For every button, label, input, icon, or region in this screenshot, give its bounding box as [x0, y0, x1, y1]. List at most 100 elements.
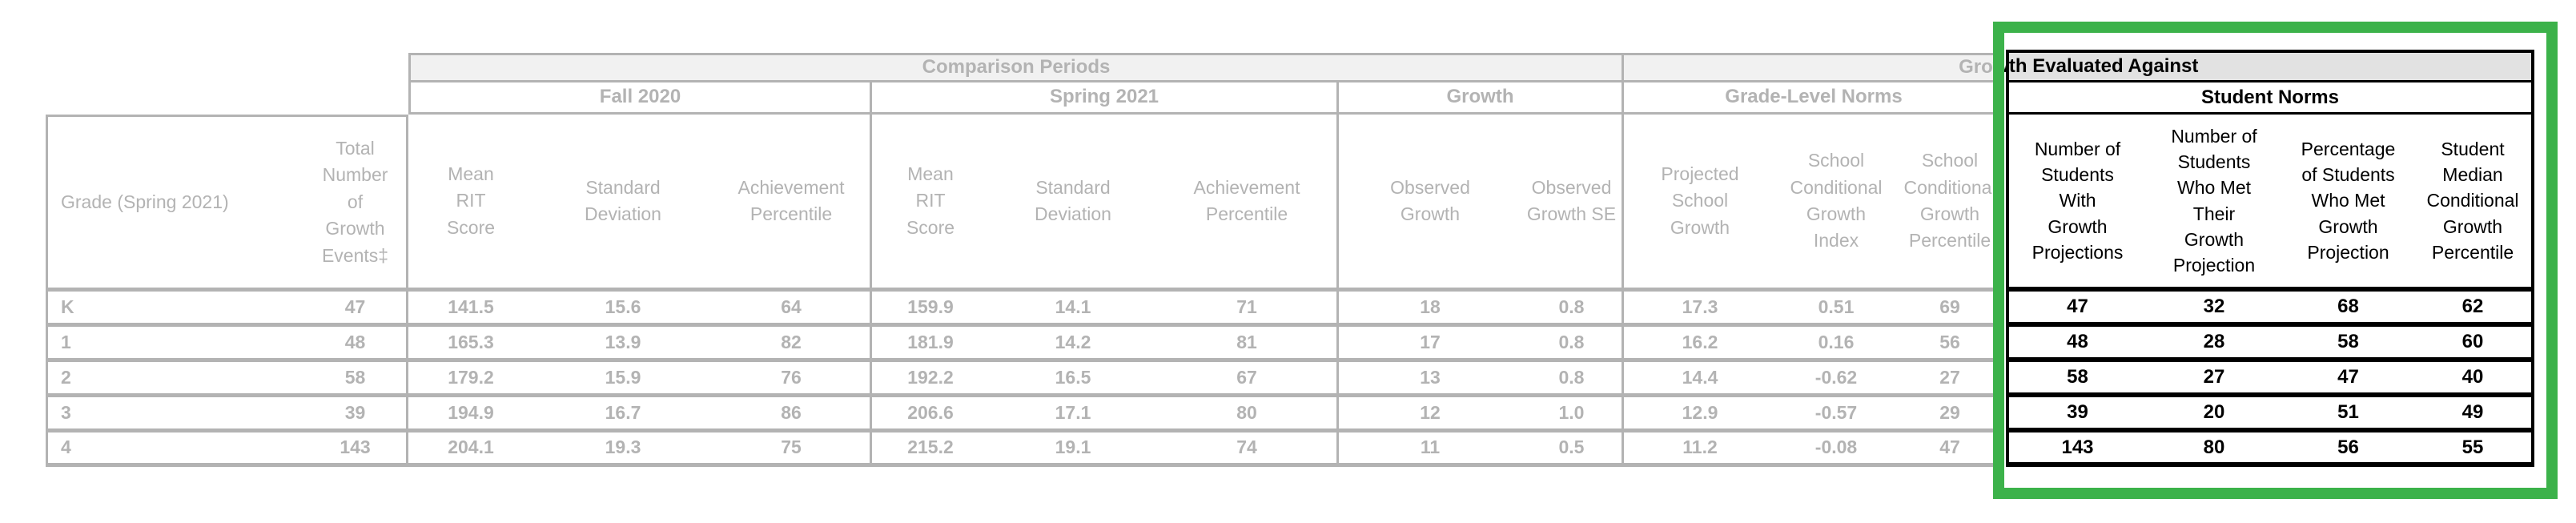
- data-cell: 56: [2282, 432, 2414, 467]
- data-cell: 159.9: [872, 292, 989, 327]
- data-cell: 0.16: [1776, 327, 1896, 362]
- data-cell: 12.9: [1624, 397, 1776, 432]
- data-cell: 56: [1896, 327, 2006, 362]
- data-cell: 204.1: [408, 432, 533, 467]
- school-conditional-growth-percentile-column-header: School Conditional Growth Percentile: [1896, 115, 2006, 292]
- projected-school-growth-column-header: Projected School Growth: [1624, 115, 1776, 292]
- data-cell: 15.6: [533, 292, 713, 327]
- data-cell: 143: [304, 432, 408, 467]
- data-cell: 82: [713, 327, 872, 362]
- data-cell: 68: [2282, 292, 2414, 327]
- data-cell: 62: [2414, 292, 2534, 327]
- data-cell: 206.6: [872, 397, 989, 432]
- data-cell: 11: [1339, 432, 1521, 467]
- spring-achievement-percentile-column-header: Achievement Percentile: [1157, 115, 1339, 292]
- data-cell: 181.9: [872, 327, 989, 362]
- comparison-periods-group-header: Comparison Periods: [408, 53, 1624, 82]
- data-cell: -0.62: [1776, 362, 1896, 397]
- data-cell: 215.2: [872, 432, 989, 467]
- data-cell: 141.5: [408, 292, 533, 327]
- data-cell: 86: [713, 397, 872, 432]
- fall-2020-subheader: Fall 2020: [408, 82, 872, 115]
- data-cell: 67: [1157, 362, 1339, 397]
- data-cell: 19.3: [533, 432, 713, 467]
- data-cell: 15.9: [533, 362, 713, 397]
- growth-evaluated-against-highlight-header: Growth Evaluated Against: [2004, 50, 2534, 82]
- spring-2021-subheader: Spring 2021: [872, 82, 1339, 115]
- data-cell: 49: [2414, 397, 2534, 432]
- grade-cell: K: [46, 292, 304, 327]
- grade-cell: 3: [46, 397, 304, 432]
- data-cell: 64: [713, 292, 872, 327]
- fall-mean-rit-column-header: Mean RIT Score: [408, 115, 533, 292]
- total-growth-events-column-header: Total Number of Growth Events‡: [304, 115, 408, 292]
- data-cell: 28: [2146, 327, 2282, 362]
- data-cell: 58: [2006, 362, 2146, 397]
- data-cell: 12: [1339, 397, 1521, 432]
- data-cell: 1.0: [1521, 397, 1624, 432]
- data-cell: 32: [2146, 292, 2282, 327]
- data-cell: 17.3: [1624, 292, 1776, 327]
- fall-achievement-percentile-column-header: Achievement Percentile: [713, 115, 872, 292]
- grade-cell: 2: [46, 362, 304, 397]
- data-cell: 29: [1896, 397, 2006, 432]
- data-cell: -0.57: [1776, 397, 1896, 432]
- data-cell: 194.9: [408, 397, 533, 432]
- school-conditional-growth-index-column-header: School Conditional Growth Index: [1776, 115, 1896, 292]
- data-cell: 69: [1896, 292, 2006, 327]
- data-cell: 60: [2414, 327, 2534, 362]
- data-cell: 17.1: [989, 397, 1157, 432]
- data-cell: 58: [304, 362, 408, 397]
- spacer: [46, 82, 408, 115]
- grade-cell: 4: [46, 432, 304, 467]
- data-cell: 0.8: [1521, 362, 1624, 397]
- data-cell: 20: [2146, 397, 2282, 432]
- data-cell: 13.9: [533, 327, 713, 362]
- data-cell: 47: [2006, 292, 2146, 327]
- student-norms-highlight-table: Growth Evaluated Against Student Norms N…: [2004, 50, 2534, 467]
- data-cell: 0.8: [1521, 292, 1624, 327]
- data-cell: 48: [2006, 327, 2146, 362]
- data-cell: 0.5: [1521, 432, 1624, 467]
- data-cell: 11.2: [1624, 432, 1776, 467]
- data-cell: 165.3: [408, 327, 533, 362]
- growth-subheader: Growth: [1339, 82, 1624, 115]
- data-cell: 40: [2414, 362, 2534, 397]
- data-cell: 71: [1157, 292, 1339, 327]
- data-cell: 27: [2146, 362, 2282, 397]
- data-cell: 74: [1157, 432, 1339, 467]
- data-cell: 14.2: [989, 327, 1157, 362]
- data-cell: 75: [713, 432, 872, 467]
- data-cell: 27: [1896, 362, 2006, 397]
- data-cell: 47: [1896, 432, 2006, 467]
- data-cell: 39: [304, 397, 408, 432]
- grade-level-norms-subheader: Grade-Level Norms: [1624, 82, 2006, 115]
- data-cell: 80: [2146, 432, 2282, 467]
- data-cell: 16.7: [533, 397, 713, 432]
- spring-std-dev-column-header: Standard Deviation: [989, 115, 1157, 292]
- data-cell: 55: [2414, 432, 2534, 467]
- student-norms-highlight-subheader: Student Norms: [2006, 82, 2534, 115]
- data-cell: 58: [2282, 327, 2414, 362]
- data-cell: 48: [304, 327, 408, 362]
- observed-growth-column-header: Observed Growth: [1339, 115, 1521, 292]
- data-cell: 14.1: [989, 292, 1157, 327]
- num-students-met-projection-highlight-header: Number of Students Who Met Their Growth …: [2146, 115, 2282, 292]
- data-cell: 179.2: [408, 362, 533, 397]
- grade-cell: 1: [46, 327, 304, 362]
- data-cell: 51: [2282, 397, 2414, 432]
- data-cell: 0.8: [1521, 327, 1624, 362]
- data-cell: 80: [1157, 397, 1339, 432]
- num-students-with-projections-highlight-header: Number of Students With Growth Projectio…: [2006, 115, 2146, 292]
- data-cell: 39: [2006, 397, 2146, 432]
- student-median-cgp-highlight-header: Student Median Conditional Growth Percen…: [2414, 115, 2534, 292]
- data-cell: 19.1: [989, 432, 1157, 467]
- data-cell: 76: [713, 362, 872, 397]
- data-cell: 16.5: [989, 362, 1157, 397]
- data-cell: 17: [1339, 327, 1521, 362]
- pct-students-met-projection-highlight-header: Percentage of Students Who Met Growth Pr…: [2282, 115, 2414, 292]
- data-cell: 18: [1339, 292, 1521, 327]
- data-cell: 16.2: [1624, 327, 1776, 362]
- data-cell: 143: [2006, 432, 2146, 467]
